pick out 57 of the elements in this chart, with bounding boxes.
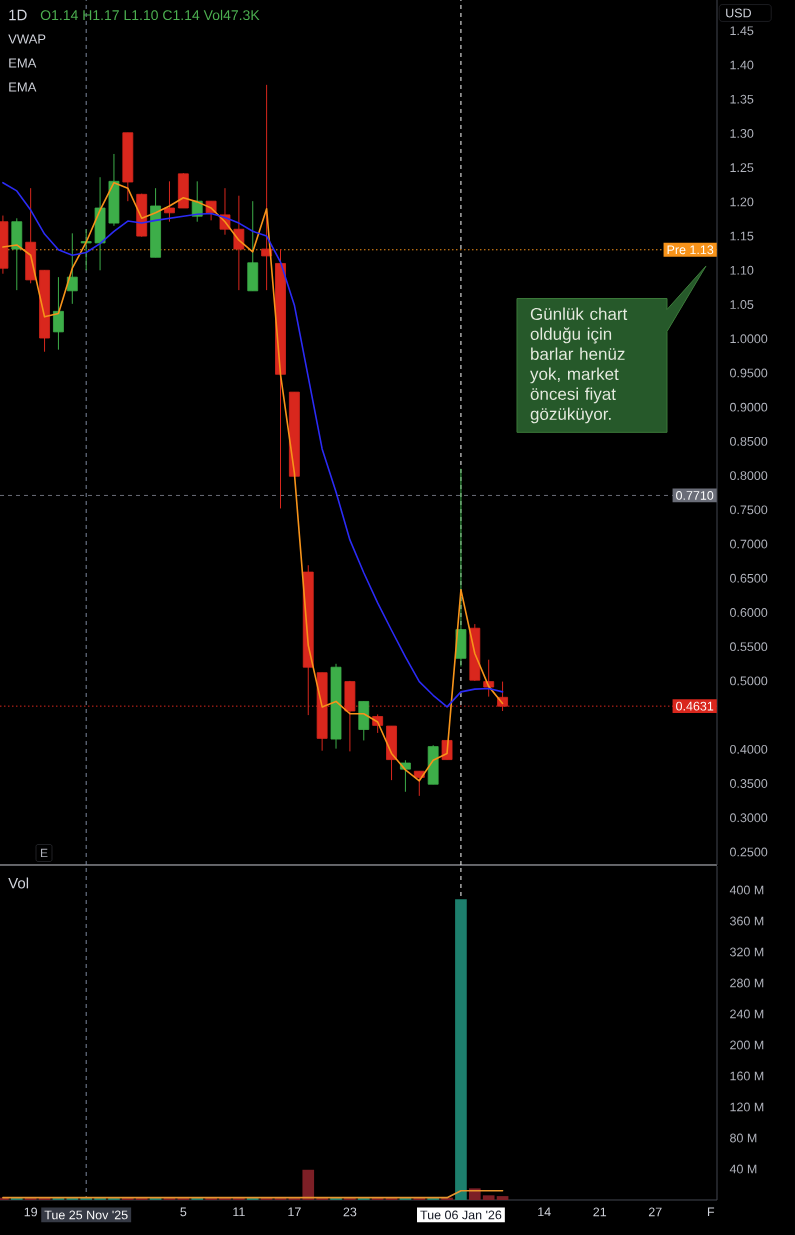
y-tick-label: 0.9000 [730, 402, 768, 412]
y-tick-label: 0.3000 [730, 813, 768, 823]
y-tick-label: 360 M [729, 916, 764, 926]
y-tick-label: 0.5500 [730, 642, 768, 652]
y-tick-label: 0.7500 [730, 505, 768, 515]
y-tick-label: 0.2500 [730, 847, 768, 857]
x-tick-label: F [707, 1207, 715, 1217]
y-tick-label: 1.0000 [730, 334, 768, 344]
y-tick-label: 320 M [729, 947, 764, 957]
y-tick-label: 1.30 [730, 129, 754, 138]
y-tick-label: 1.35 [730, 94, 754, 104]
y-tick-label: 200 M [730, 1040, 764, 1050]
y-tick-label: 1.10 [730, 265, 754, 275]
y-tick-label: 1.25 [730, 163, 754, 173]
text: 1D [9, 9, 27, 21]
y-tick-label: 400 M [729, 885, 764, 895]
annotation: Günlük chart olduğu için barlar henüz yok, market öncesi fiyat gözüküyor. [530, 307, 628, 424]
x-tick-label: 5 [180, 1207, 187, 1217]
y-tick-label: 160 M [730, 1071, 764, 1081]
annotation: VWAP [8, 34, 46, 44]
y-tick-label: 0.3500 [730, 779, 768, 788]
x-tick-label: 19 [24, 1207, 38, 1217]
text: USD [726, 8, 751, 18]
text: O1.14 H1.17 L1.10 C1.14 Vol47.3K [40, 9, 260, 21]
annotation: EMA [9, 58, 37, 68]
text: Vol [8, 877, 29, 889]
x-tick-label: Tue 25 Nov '25 [44, 1210, 128, 1220]
ref-line-label: 0.4631 [676, 701, 714, 711]
y-tick-label: 0.5000 [730, 676, 768, 686]
y-tick-label: 1.15 [730, 231, 754, 241]
y-tick-label: 120 M [730, 1102, 764, 1112]
y-tick-label: 40 M [729, 1164, 757, 1174]
y-tick-label: 0.8500 [730, 436, 768, 446]
x-tick-label: 17 [288, 1207, 301, 1217]
annotation: EMA [9, 82, 37, 92]
y-tick-label: 0.8000 [730, 471, 768, 481]
y-tick-label: 1.20 [730, 197, 754, 207]
y-tick-label: 240 M [730, 1009, 764, 1019]
ref-line-label: Pre 1.13 [667, 245, 714, 255]
x-tick-label: 21 [593, 1207, 607, 1217]
y-tick-label: 80 M [730, 1133, 757, 1143]
y-tick-label: 0.9500 [730, 368, 768, 378]
y-tick-label: 280 M [730, 978, 764, 988]
x-tick-label: 14 [538, 1207, 551, 1217]
y-tick-label: 0.6000 [730, 608, 768, 617]
x-tick-label: Tue 06 Jan '26 [420, 1210, 502, 1220]
y-tick-label: 1.40 [730, 60, 754, 70]
y-tick-label: 1.05 [730, 300, 754, 309]
annotation: E [40, 848, 48, 858]
y-tick-label: 1.45 [730, 26, 754, 36]
y-tick-label: 0.6500 [730, 573, 768, 583]
x-tick-label: 11 [233, 1207, 245, 1217]
y-tick-label: 0.7000 [730, 539, 768, 549]
x-tick-label: 23 [343, 1207, 357, 1217]
x-tick-label: 27 [648, 1207, 662, 1217]
ref-line-label: 0.7710 [676, 491, 714, 500]
y-tick-label: 0.4000 [730, 744, 768, 754]
